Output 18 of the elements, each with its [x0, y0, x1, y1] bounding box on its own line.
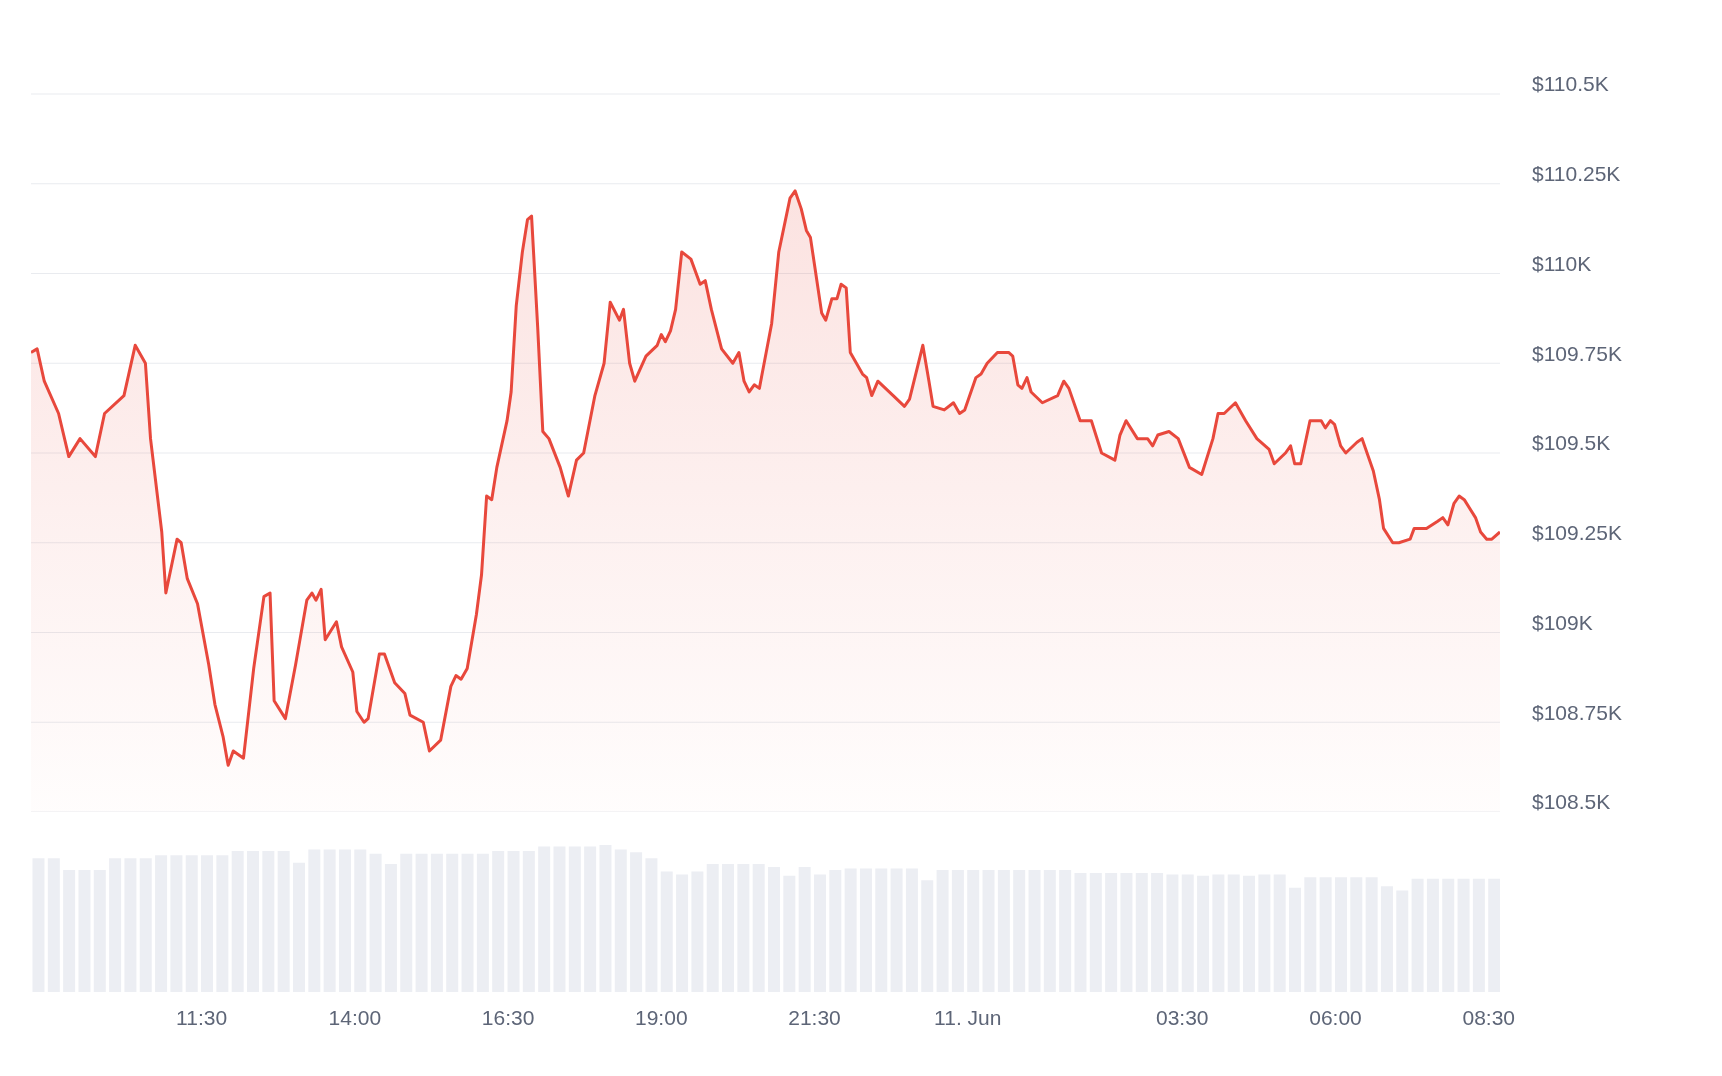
x-tick-label: 06:00 [1309, 1005, 1362, 1029]
y-tick-label: $108.75K [1532, 700, 1622, 724]
x-tick-label: 21:30 [788, 1005, 841, 1029]
y-tick-label: $110.5K [1532, 72, 1609, 96]
x-tick-label: 14:00 [328, 1005, 382, 1029]
y-tick-label: $110K [1532, 251, 1592, 275]
x-tick-label: 03:30 [1156, 1005, 1209, 1029]
x-tick-label: 19:00 [635, 1005, 688, 1029]
x-tick-label: 11:30 [176, 1005, 228, 1029]
y-tick-label: $108.5K [1532, 790, 1611, 814]
x-tick-label: 11. Jun [934, 1005, 1002, 1029]
x-tick-label: 16:30 [481, 1005, 535, 1029]
y-tick-label: $109.75K [1532, 341, 1622, 365]
y-tick-label: $109.5K [1532, 431, 1611, 455]
y-tick-label: $110.25K [1532, 162, 1621, 186]
x-tick-label: 08:30 [1462, 1005, 1516, 1029]
y-tick-label: $109.25K [1532, 521, 1622, 545]
y-tick-label: $109K [1532, 610, 1593, 634]
